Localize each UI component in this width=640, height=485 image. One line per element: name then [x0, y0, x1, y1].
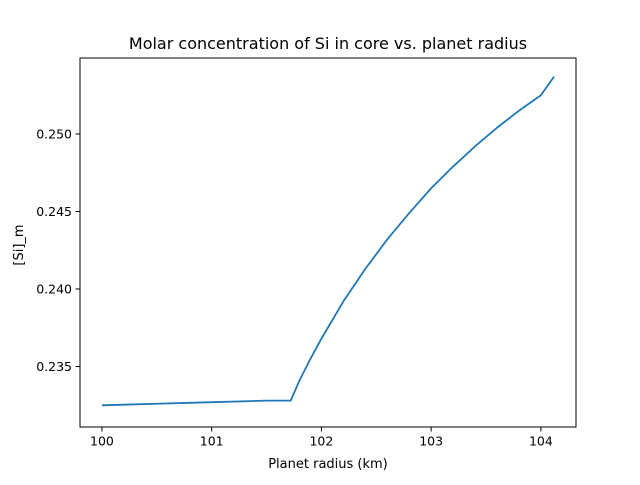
y-tick-label: 0.250	[36, 126, 72, 141]
plot-area	[79, 57, 577, 428]
y-tick-label: 0.245	[36, 204, 72, 219]
x-tick-label: 102	[309, 434, 333, 449]
x-tick-label: 103	[419, 434, 443, 449]
y-axis: 0.235 0.240 0.245 0.250	[36, 126, 80, 374]
chart-title: Molar concentration of Si in core vs. pl…	[129, 34, 527, 53]
y-axis-label: [Si]_m	[12, 224, 27, 265]
x-axis-label: Planet radius (km)	[268, 457, 388, 472]
x-tick-label: 104	[529, 434, 553, 449]
series-line-1	[101, 76, 555, 407]
x-axis: 100 101 102 103 104	[90, 427, 553, 449]
plot-frame	[79, 57, 577, 428]
x-tick-label: 101	[200, 434, 224, 449]
y-tick-label: 0.235	[36, 359, 72, 374]
x-tick-label: 100	[90, 434, 114, 449]
y-tick-label: 0.240	[36, 282, 72, 297]
